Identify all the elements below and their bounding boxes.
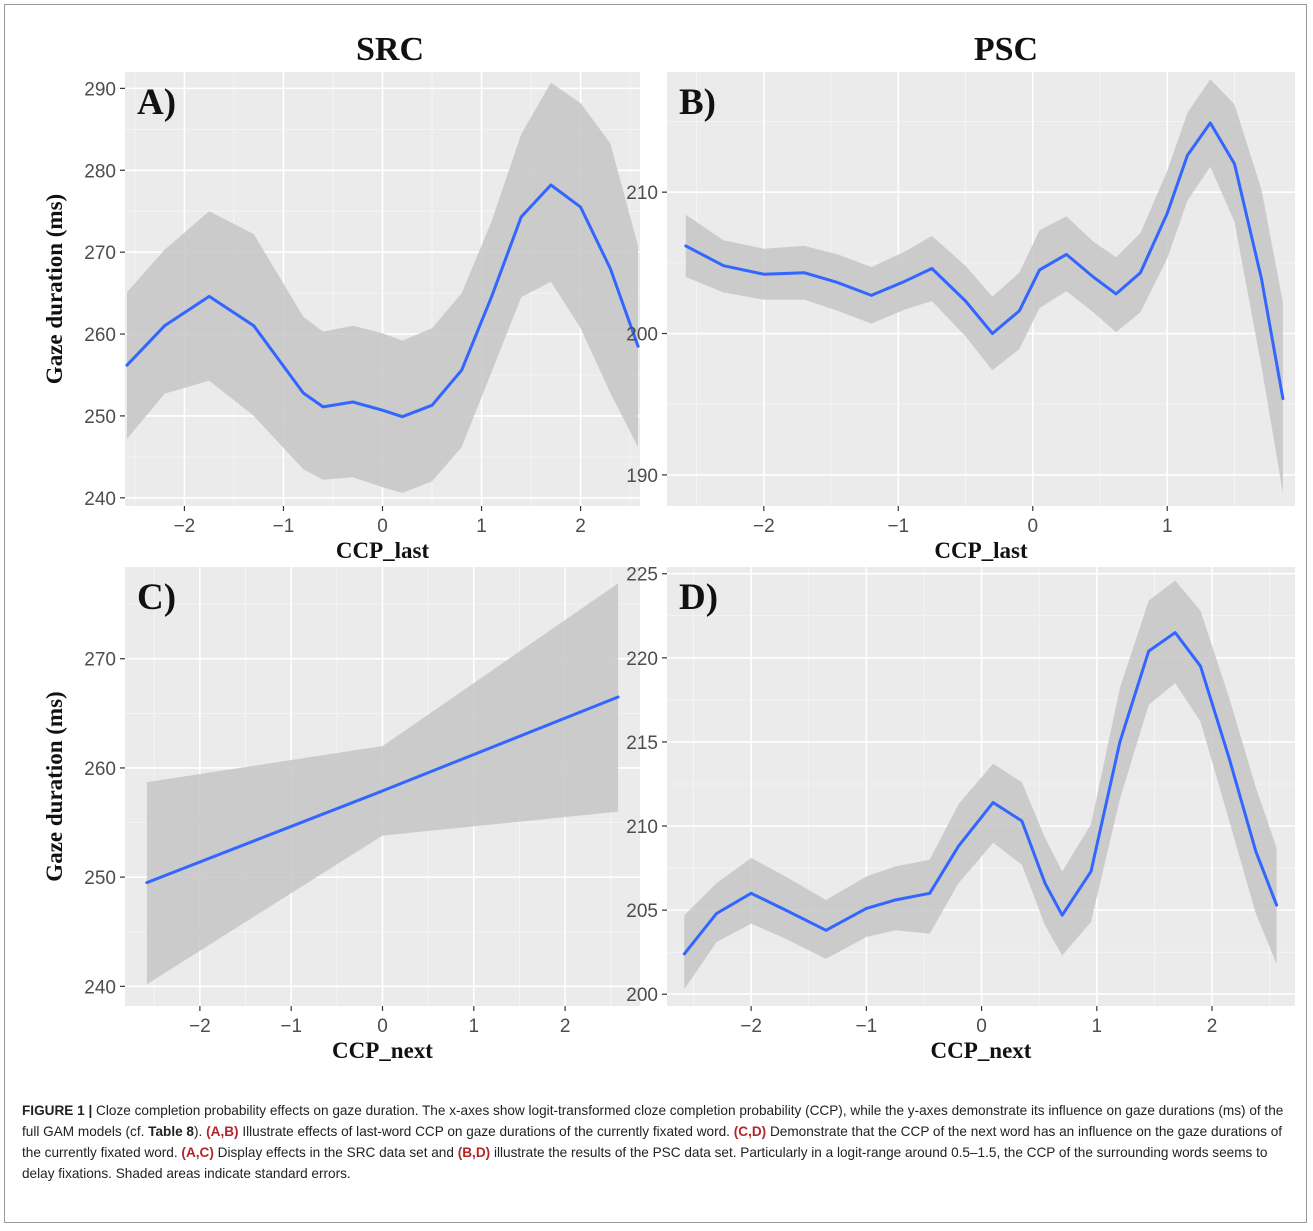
panel-d: −2 −1 0 1 2 200 205 210 215 220 225 CCP_next D) <box>626 565 1295 1063</box>
caption-ref-ab[interactable]: (A,B) <box>206 1124 239 1139</box>
standard-error-ribbon <box>684 580 1277 990</box>
y-axis-title: Gaze duration (ms) <box>42 691 67 881</box>
y-tick-label: 250 <box>84 868 116 889</box>
panel-label: A) <box>137 82 176 123</box>
x-axis-title: CCP_next <box>332 1038 433 1063</box>
x-axis-title: CCP_next <box>931 1038 1032 1063</box>
caption-table-ref[interactable]: Table 8 <box>148 1124 194 1139</box>
caption-text-3: Illustrate effects of last-word CCP on g… <box>238 1124 734 1139</box>
x-tick-label: 2 <box>560 1016 571 1037</box>
x-tick-label: −2 <box>189 1016 211 1037</box>
column-title-src: SRC <box>356 31 424 68</box>
y-tick-label: 260 <box>84 325 116 346</box>
y-tick-label: 250 <box>84 407 116 428</box>
x-tick-label: 1 <box>469 1016 480 1037</box>
x-tick-label: 0 <box>976 1016 987 1037</box>
x-tick-label: 2 <box>575 516 586 537</box>
x-tick-label: 0 <box>377 516 388 537</box>
caption-text-1: Cloze completion probability effects on … <box>22 1103 1284 1139</box>
x-tick-label: −2 <box>174 516 196 537</box>
y-tick-label: 200 <box>626 985 658 1006</box>
x-tick-label: −1 <box>273 516 295 537</box>
y-tick-label: 210 <box>626 817 658 838</box>
y-tick-label: 225 <box>626 565 658 586</box>
smooth-fit-line <box>145 695 620 885</box>
caption-text-5: Display effects in the SRC data set and <box>213 1145 458 1160</box>
column-title-psc: PSC <box>974 31 1038 68</box>
standard-error-ribbon <box>127 82 638 493</box>
figure-caption: FIGURE 1 | Cloze completion probability … <box>22 1100 1292 1184</box>
standard-error-ribbon <box>685 79 1283 494</box>
y-tick-label: 190 <box>626 466 658 487</box>
y-tick-label: 215 <box>626 733 658 754</box>
y-tick-label: 280 <box>84 161 116 182</box>
x-tick-label: −1 <box>280 1016 302 1037</box>
y-tick-label: 240 <box>84 489 116 510</box>
y-tick-label: 220 <box>626 649 658 670</box>
y-tick-label: 270 <box>84 650 116 671</box>
x-axis-title: CCP_last <box>336 538 430 563</box>
panel-b: −2 −1 0 1 190 200 210 CCP_last B) <box>626 72 1295 563</box>
x-tick-label: −2 <box>753 516 775 537</box>
y-tick-label: 290 <box>84 79 116 100</box>
caption-text-4: Demonstrate that the CCP of the next wor… <box>22 1124 1283 1160</box>
panel-label: B) <box>679 82 716 123</box>
x-tick-label: −1 <box>856 1016 878 1037</box>
y-axis-title: Gaze duration (ms) <box>42 194 67 384</box>
x-tick-label: 0 <box>1027 516 1038 537</box>
x-tick-label: 1 <box>1092 1016 1103 1037</box>
x-tick-label: 1 <box>476 516 487 537</box>
y-tick-label: 200 <box>626 325 658 346</box>
standard-error-ribbon <box>146 583 619 985</box>
figure-canvas: SRC PSC −2 −1 0 1 2 240 250 260 270 280 290 CCP_las… <box>42 31 1295 1063</box>
x-axis-title: CCP_last <box>934 538 1028 563</box>
caption-text-6: illustrate the results of the PSC data s… <box>22 1145 1268 1181</box>
panel-label: C) <box>137 577 176 618</box>
y-tick-label: 210 <box>626 183 658 204</box>
smooth-fit-line <box>125 183 640 419</box>
figure-frame <box>4 4 1307 1223</box>
smooth-fit-line <box>684 121 1285 401</box>
x-tick-label: −2 <box>740 1016 762 1037</box>
x-tick-label: 2 <box>1207 1016 1218 1037</box>
caption-ref-ac[interactable]: (A,C) <box>181 1145 214 1160</box>
y-tick-label: 270 <box>84 243 116 264</box>
caption-ref-bd[interactable]: (B,D) <box>457 1145 491 1160</box>
panel-a: −2 −1 0 1 2 240 250 260 270 280 290 CCP_last Gaze du… <box>42 72 640 563</box>
y-tick-label: 260 <box>84 759 116 780</box>
x-tick-label: 0 <box>377 1016 388 1037</box>
y-tick-label: 205 <box>626 901 658 922</box>
x-tick-label: −1 <box>887 516 909 537</box>
panel-label: D) <box>679 577 718 618</box>
caption-text-2: ). <box>194 1124 207 1139</box>
smooth-fit-line <box>682 631 1279 956</box>
panel-c: −2 −1 0 1 2 240 250 260 270 CCP_next Gaze duration… <box>42 567 640 1063</box>
x-tick-label: 1 <box>1162 516 1173 537</box>
caption-label: FIGURE 1 | <box>22 1103 93 1118</box>
y-tick-label: 240 <box>84 977 116 998</box>
caption-ref-cd[interactable]: (C,D) <box>733 1124 767 1139</box>
